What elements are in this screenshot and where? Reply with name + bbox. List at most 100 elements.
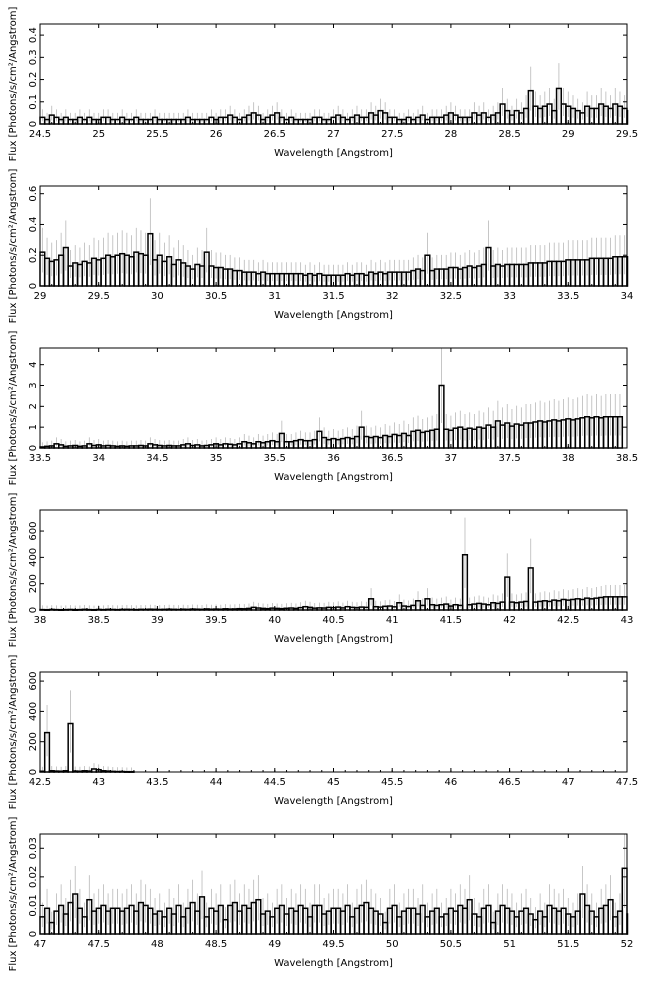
chart-panel-1: 24.5 25 25.5 26 26.5 27 27.5 28 28.5 29 29.5 0 0.1 0.… — [8, 7, 638, 162]
x-tick-label: 46 — [445, 777, 458, 788]
x-axis-label: Wavelength [Angstrom] — [274, 796, 393, 807]
x-tick-label: 29 — [562, 129, 575, 140]
x-tick-label: 48.5 — [205, 939, 227, 950]
x-tick-label: 27.5 — [381, 129, 403, 140]
x-tick-label: 28.5 — [498, 129, 520, 140]
x-tick-label: 25 — [92, 129, 105, 140]
x-axis-label: Wavelength [Angstrom] — [274, 634, 393, 645]
y-tick-label: 0.4 — [28, 27, 39, 43]
y-tick-label: 0.01 — [28, 894, 39, 916]
x-tick-label: 36.5 — [381, 453, 403, 464]
x-tick-label: 28 — [445, 129, 458, 140]
y-axis-label: Flux [Photons/s/cm²/Angstrom] — [8, 7, 19, 162]
plot-frame — [39, 671, 628, 773]
x-tick-label: 47.5 — [616, 777, 638, 788]
y-axis-label: Flux [Photons/s/cm²/Angstrom] — [8, 169, 19, 324]
y-tick-label: 0.02 — [28, 866, 39, 888]
x-tick-label: 39.5 — [205, 615, 227, 626]
x-tick-label: 33.5 — [29, 453, 51, 464]
x-tick-label: 47 — [34, 939, 47, 950]
x-tick-label: 38 — [562, 453, 575, 464]
x-tick-label: 49 — [268, 939, 281, 950]
x-tick-label: 35 — [210, 453, 223, 464]
x-tick-label: 32 — [386, 291, 399, 302]
x-tick-label: 42 — [503, 615, 516, 626]
chart-panel-6: 47 47.5 48 48.5 49 49.5 50 50.5 51 51.5 52 0 0.01 0.0… — [8, 817, 633, 972]
x-tick-label: 42.5 — [29, 777, 51, 788]
x-tick-label: 24.5 — [29, 129, 51, 140]
x-tick-label: 32.5 — [440, 291, 462, 302]
x-tick-label: 37.5 — [498, 453, 520, 464]
x-tick-label: 41.5 — [440, 615, 462, 626]
y-tick-label: 0.2 — [28, 247, 39, 263]
x-tick-label: 43 — [621, 615, 634, 626]
x-tick-label: 38.5 — [88, 615, 110, 626]
x-tick-label: 44 — [210, 777, 223, 788]
y-axis-label: Flux [Photons/s/cm²/Angstrom] — [8, 817, 19, 972]
x-tick-label: 43 — [92, 777, 105, 788]
plot-frame — [39, 509, 628, 611]
x-tick-label: 41 — [386, 615, 399, 626]
x-tick-label: 45.5 — [381, 777, 403, 788]
x-tick-label: 51.5 — [557, 939, 579, 950]
chart-panel-3: 33.5 34 34.5 35 35.5 36 36.5 37 37.5 38 38.501234W… — [8, 331, 638, 486]
x-tick-label: 29.5 — [616, 129, 638, 140]
y-tick-label: 0.4 — [28, 217, 39, 233]
y-axis-label: Flux [Photons/s/cm²/Angstrom] — [8, 331, 19, 486]
x-tick-label: 50 — [386, 939, 399, 950]
y-tick-label: 600 — [28, 672, 39, 691]
x-tick-label: 43.5 — [146, 777, 168, 788]
chart-panel-5: 42.5 43 43.5 44 44.5 45 45.5 46 46.5 47 47.5 0 200 40… — [8, 655, 638, 810]
x-tick-label: 29 — [34, 291, 47, 302]
x-tick-label: 50.5 — [440, 939, 462, 950]
y-tick-label: 0 — [28, 769, 39, 775]
y-tick-label: 400 — [28, 548, 39, 567]
x-tick-label: 49.5 — [322, 939, 344, 950]
x-tick-label: 42.5 — [557, 615, 579, 626]
x-tick-label: 30.5 — [205, 291, 227, 302]
x-tick-label: 31.5 — [322, 291, 344, 302]
x-tick-label: 36 — [327, 453, 340, 464]
y-tick-label: 0 — [28, 121, 39, 127]
x-tick-label: 48 — [151, 939, 164, 950]
x-tick-label: 47.5 — [88, 939, 110, 950]
x-tick-label: 34.5 — [146, 453, 168, 464]
x-tick-label: 52 — [621, 939, 634, 950]
x-tick-label: 33 — [503, 291, 516, 302]
x-axis-label: Wavelength [Angstrom] — [274, 472, 393, 483]
x-tick-label: 38.5 — [616, 453, 638, 464]
x-tick-label: 37 — [445, 453, 458, 464]
x-tick-label: 40.5 — [322, 615, 344, 626]
x-tick-label: 26 — [210, 129, 223, 140]
y-tick-label: 200 — [28, 574, 39, 593]
y-tick-label: 0 — [28, 607, 39, 613]
y-tick-label: 0 — [28, 931, 39, 937]
x-tick-label: 46.5 — [498, 777, 520, 788]
y-tick-label: 0.3 — [28, 49, 39, 65]
x-tick-label: 51 — [503, 939, 516, 950]
y-tick-label: 400 — [28, 702, 39, 721]
x-tick-label: 45 — [327, 777, 340, 788]
x-tick-label: 27 — [327, 129, 340, 140]
y-tick-label: 1 — [28, 424, 39, 430]
x-tick-label: 44.5 — [264, 777, 286, 788]
x-tick-label: 47 — [562, 777, 575, 788]
x-axis-label: Wavelength [Angstrom] — [274, 958, 393, 969]
x-tick-label: 31 — [268, 291, 281, 302]
x-tick-label: 26.5 — [264, 129, 286, 140]
y-axis-label: Flux [Photons/s/cm²/Angstrom] — [8, 493, 19, 648]
y-tick-label: 3 — [28, 382, 39, 388]
y-tick-label: 0 — [28, 445, 39, 451]
y-tick-label: 2 — [28, 403, 39, 409]
y-tick-label: 0.6 — [28, 186, 39, 202]
x-tick-label: 25.5 — [146, 129, 168, 140]
x-tick-label: 34 — [621, 291, 634, 302]
y-tick-label: 0.1 — [28, 94, 39, 110]
y-tick-label: 600 — [28, 522, 39, 541]
y-axis-label: Flux [Photons/s/cm²/Angstrom] — [8, 655, 19, 810]
chart-panel-4: 38 38.5 39 39.5 40 40.5 41 41.5 42 42.5 43 0 200 400 6… — [8, 493, 633, 648]
y-tick-label: 200 — [28, 732, 39, 751]
x-tick-label: 39 — [151, 615, 164, 626]
y-tick-label: 0 — [28, 283, 39, 289]
